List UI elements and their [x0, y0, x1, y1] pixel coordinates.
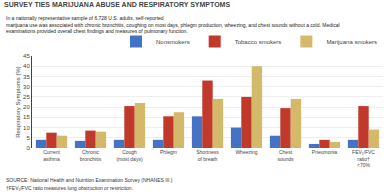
svg-text:0: 0	[26, 145, 30, 151]
svg-text:In a nationally representative: In a nationally representative sample of…	[6, 15, 340, 34]
svg-text:FEV₁/FVCratio†<70%: FEV₁/FVCratio†<70%	[352, 149, 375, 168]
svg-text:Respiratory Symptoms (%): Respiratory Symptoms (%)	[15, 66, 21, 138]
svg-text:Tobacco smokers: Tobacco smokers	[235, 39, 282, 45]
svg-text:20: 20	[23, 104, 30, 110]
svg-text:35: 35	[23, 74, 30, 80]
svg-text:Pneumonia: Pneumonia	[312, 149, 338, 155]
svg-text:Phlegm: Phlegm	[160, 149, 177, 155]
svg-text:40: 40	[23, 63, 30, 69]
svg-text:Nonsmokers: Nonsmokers	[156, 39, 190, 45]
svg-text:Marijuana smokers: Marijuana smokers	[326, 39, 377, 45]
svg-text:Chronicbronchitis: Chronicbronchitis	[80, 149, 102, 162]
svg-text:Chestsounds: Chestsounds	[277, 149, 294, 162]
svg-text:15: 15	[23, 114, 30, 120]
svg-text:†FEV₁/FVC ratio measures lung: †FEV₁/FVC ratio measures lung obstructio…	[6, 185, 133, 191]
svg-text:45: 45	[23, 53, 30, 59]
svg-text:SURVEY TIES MARIJUANA ABUSE AN: SURVEY TIES MARIJUANA ABUSE AND RESPIRAT…	[4, 1, 230, 8]
svg-text:5: 5	[26, 135, 30, 141]
svg-text:30: 30	[23, 84, 30, 90]
svg-text:SOURCE: National Health and Nu: SOURCE: National Health and Nutrition Ex…	[6, 177, 173, 183]
svg-text:25: 25	[23, 94, 30, 100]
svg-text:Wheezing: Wheezing	[235, 149, 257, 155]
svg-text:10: 10	[23, 125, 30, 131]
svg-text:Currentasthma: Currentasthma	[43, 149, 60, 162]
svg-text:Shortnessof breath: Shortnessof breath	[196, 149, 219, 162]
svg-text:Cough(most days): Cough(most days)	[116, 149, 142, 162]
